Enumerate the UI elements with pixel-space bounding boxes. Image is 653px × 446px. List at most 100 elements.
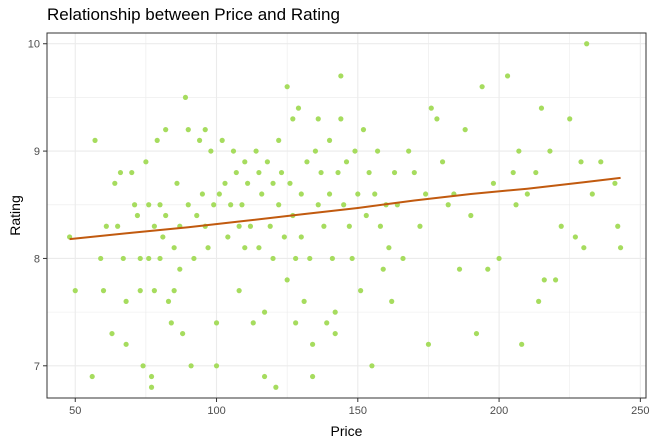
data-point [298, 234, 304, 240]
data-point [216, 191, 222, 197]
data-point [143, 159, 149, 165]
data-point [332, 330, 338, 337]
y-tick-label: 8 [34, 253, 40, 265]
data-point [259, 191, 265, 197]
data-point [276, 202, 282, 208]
data-point [109, 330, 115, 337]
data-point [423, 191, 429, 197]
data-point [524, 191, 530, 197]
data-point [250, 320, 256, 326]
data-point [129, 169, 135, 176]
data-point [584, 41, 590, 47]
x-tick-label: 150 [349, 405, 367, 417]
data-point [211, 202, 217, 208]
data-point [295, 105, 302, 111]
data-point [199, 191, 206, 197]
data-point [321, 223, 327, 229]
data-point [194, 212, 200, 219]
data-point [355, 191, 361, 197]
data-point [185, 127, 191, 133]
data-point [326, 137, 333, 143]
data-point [123, 298, 129, 304]
data-point [163, 127, 169, 133]
data-point [363, 212, 369, 219]
data-point [400, 255, 406, 262]
data-point [425, 341, 432, 347]
data-point [245, 180, 251, 186]
data-point [228, 202, 234, 208]
data-point [462, 127, 468, 133]
data-point [428, 105, 434, 111]
data-point [137, 255, 143, 262]
data-point [380, 266, 386, 272]
data-point [270, 255, 276, 262]
data-point [270, 180, 276, 186]
data-point [168, 320, 174, 326]
data-point [131, 202, 138, 208]
scatter-points [67, 41, 624, 390]
data-point [391, 169, 398, 176]
y-tick-label: 9 [34, 146, 40, 158]
data-point [267, 223, 273, 229]
data-point [171, 245, 177, 251]
data-point [171, 288, 177, 294]
data-point [411, 169, 417, 176]
data-point [225, 234, 231, 240]
data-point [516, 148, 522, 154]
data-point [165, 298, 172, 304]
data-point [174, 180, 180, 186]
data-point [92, 137, 98, 143]
y-axis-title: Rating [7, 195, 23, 235]
data-point [103, 223, 109, 229]
data-point [160, 234, 166, 240]
data-point [185, 202, 191, 208]
data-point [389, 298, 395, 304]
x-tick-label: 250 [631, 405, 649, 417]
data-point [581, 245, 587, 251]
chart-title: Relationship between Price and Rating [47, 5, 340, 24]
data-point [434, 116, 440, 122]
data-point [148, 384, 155, 390]
data-point [188, 363, 194, 369]
data-point [456, 266, 463, 272]
data-point [230, 148, 237, 154]
data-point [304, 159, 310, 165]
data-point [222, 180, 228, 186]
data-point [315, 202, 321, 208]
data-point [196, 137, 203, 143]
data-point [146, 255, 152, 262]
data-point [191, 255, 197, 262]
data-point [504, 73, 511, 79]
data-point [208, 148, 214, 154]
data-point [338, 73, 344, 79]
data-point [134, 212, 141, 219]
data-point [615, 223, 621, 229]
data-point [284, 277, 290, 283]
data-point [163, 212, 169, 219]
data-point [242, 245, 248, 251]
data-point [324, 320, 330, 326]
data-point [261, 309, 268, 315]
data-point [98, 255, 104, 262]
data-point [309, 373, 316, 380]
data-point [598, 159, 604, 165]
data-point [239, 202, 245, 208]
data-point [485, 266, 491, 272]
data-point [406, 148, 412, 154]
data-point [519, 341, 525, 347]
data-point [558, 223, 564, 229]
data-point [278, 169, 285, 176]
data-point [256, 169, 262, 176]
data-point [338, 116, 344, 122]
data-point [236, 288, 242, 294]
data-point [298, 191, 304, 197]
data-point [253, 148, 259, 154]
data-point [479, 84, 485, 90]
data-point [281, 234, 287, 240]
data-point [309, 341, 316, 347]
data-point [360, 127, 367, 133]
data-point [120, 255, 126, 262]
data-point [332, 309, 338, 315]
data-point [112, 180, 118, 186]
data-point [377, 223, 384, 229]
